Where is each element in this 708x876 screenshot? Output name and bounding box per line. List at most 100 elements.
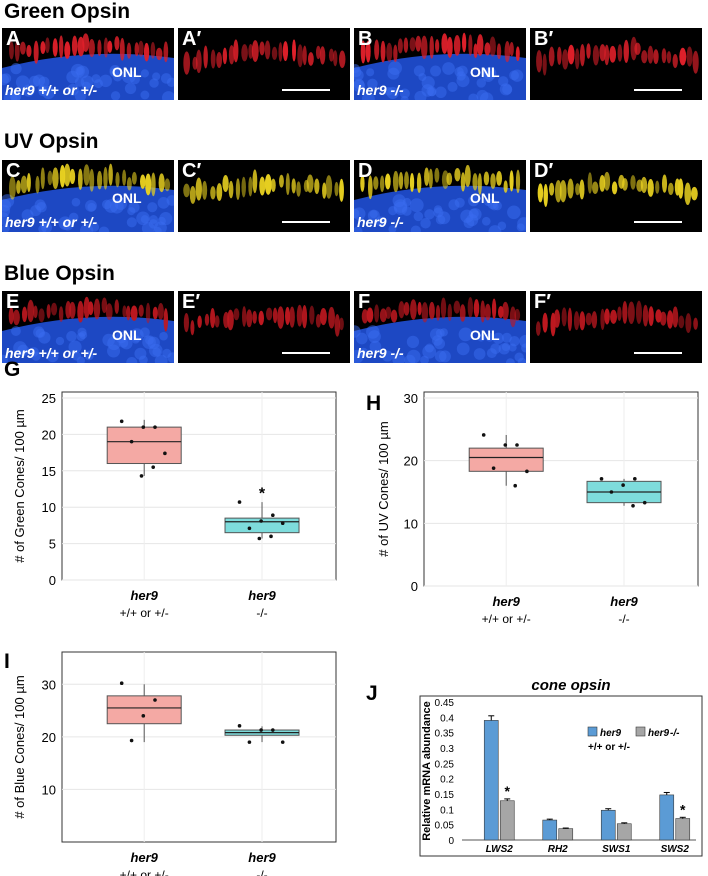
x-category-label: her9 [248,850,276,865]
section-title-blue-opsin: Blue Opsin [4,262,115,285]
y-tick-label: 30 [404,391,418,406]
legend-label: her9 [600,728,622,739]
panel-label: F [358,291,371,313]
y-tick-label: 10 [42,500,56,515]
x-category-label: her9 [610,594,638,609]
panel-label: E′ [182,291,201,313]
legend-swatch [587,726,598,737]
micrograph-panel-a: A ONL her9 +/+ or +/- [2,28,174,100]
x-category-label: SWS2 [661,844,690,855]
legend-label-genotype: +/+ or +/- [588,742,630,753]
significance-star: * [259,486,266,503]
onl-label: ONL [112,190,142,206]
data-point [129,738,134,743]
data-point [153,425,157,429]
data-point [621,483,625,487]
scale-bar [634,352,682,354]
x-category-label: RH2 [548,844,568,855]
section-title-green-opsin: Green Opsin [4,0,131,23]
y-tick-label: 0.15 [435,790,455,801]
panel-label: C [6,160,21,182]
y-tick-label: 5 [49,537,56,552]
data-point [525,469,529,474]
micrograph-panel-c-prime: C′ [178,160,350,232]
plot-frame [61,391,337,581]
y-tick-label: 0.2 [440,775,454,786]
data-point [247,740,252,744]
bar [483,720,499,841]
data-point [280,740,285,744]
data-point [599,477,604,481]
legend-label: -/- [670,728,680,739]
data-point [609,490,614,494]
panel-label: B [358,28,373,50]
panel-label-j: J [366,682,378,705]
data-point [633,477,637,481]
scale-bar [282,221,330,223]
data-point [280,521,285,526]
significance-star: * [680,801,686,817]
onl-label: ONL [470,64,500,80]
x-category-label: her9 [130,850,158,865]
y-tick-label: 0.1 [440,805,454,816]
onl-label: ONL [112,327,142,343]
y-axis-label: # of Green Cones/ 100 µm [12,409,27,562]
y-tick-label: 20 [42,730,56,745]
panel-label: D [358,160,373,182]
fluorescence-image [354,164,526,232]
data-point [257,536,262,541]
data-point [259,728,263,732]
bar [499,800,515,841]
bar [675,818,691,841]
fluorescence-image [183,169,344,204]
y-axis-label: Relative mRNA abundance [421,701,433,841]
y-tick-label: 0 [448,836,454,847]
data-point [481,433,486,437]
data-point [119,419,124,424]
y-axis-label: # of Blue Cones/ 100 µm [12,675,27,818]
y-tick-label: 0 [411,579,418,594]
data-point [631,503,635,508]
y-tick-label: 0.05 [435,821,455,832]
y-tick-label: 0.3 [440,744,454,755]
fluorescence-image [536,36,699,76]
micrograph-panel-a-prime: A′ [178,28,350,100]
fluorescence-image [2,296,174,363]
y-tick-label: 0.35 [435,729,455,740]
fluorescence-image [2,33,174,100]
panel-label: A [6,28,21,50]
y-tick-label: 20 [404,454,418,469]
fluorescence-image [183,39,346,75]
box [106,695,182,725]
bar [600,809,616,841]
y-tick-label: 15 [42,464,56,479]
y-tick-label: 0.25 [435,759,455,770]
x-category-sublabel: -/- [256,606,267,620]
y-axis-label: # of UV Cones/ 100 µm [376,421,391,556]
onl-label: ONL [470,190,500,206]
scale-bar [282,89,330,91]
data-point [237,724,242,728]
x-category-label: LWS2 [486,844,514,855]
data-point [163,451,167,456]
data-point [491,466,496,470]
data-point [642,500,647,505]
data-point [515,443,519,447]
y-tick-label: 0.4 [440,713,454,724]
micrograph-panel-c: C ONL her9 +/+ or +/- [2,160,174,232]
legend-swatch [635,726,646,737]
data-point [141,425,146,429]
micrograph-panel-b: B ONL her9 -/- [354,28,526,100]
data-point [153,698,157,702]
y-tick-label: 25 [42,391,56,406]
panel-label-g: G [4,358,21,381]
data-point [237,500,242,504]
scale-bar [634,221,682,223]
fluorescence-image [535,300,698,337]
y-tick-label: 10 [42,782,56,797]
y-tick-label: 10 [404,516,418,531]
micrograph-panel-d: D ONL her9 -/- [354,160,526,232]
micrograph-panel-d-prime: D′ [530,160,702,232]
panel-label-h: H [366,392,382,415]
